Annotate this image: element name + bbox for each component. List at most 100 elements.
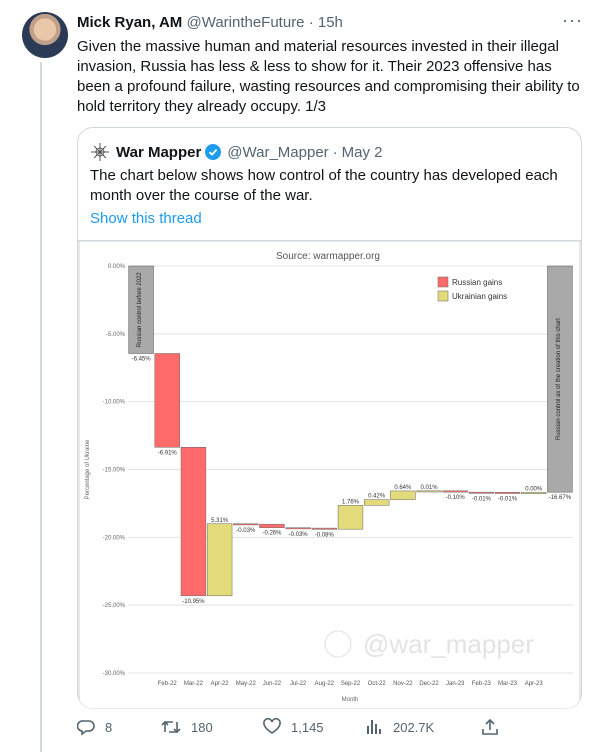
legend-label-russian: Russian gains — [452, 278, 502, 287]
x-tick-label: Dec-22 — [419, 681, 439, 687]
x-tick-label: Jun-22 — [263, 681, 282, 687]
like-count: 1,145 — [291, 719, 324, 735]
bar-Mar-23 — [494, 492, 521, 494]
legend-label-ukrainian: Ukrainian gains — [452, 292, 507, 301]
tweet-actions: 8 180 1,145 202.7K — [77, 718, 582, 746]
bar-value-label: -6.91% — [158, 450, 178, 456]
quoted-tweet[interactable]: War Mapper @War_Mapper · May 2 The chart… — [77, 127, 582, 709]
retweet-button[interactable]: 180 — [161, 718, 213, 736]
bar-Feb-22 — [154, 353, 180, 448]
chart-panel — [78, 241, 581, 709]
y-tick-label: -20.00% — [103, 535, 126, 541]
thread-line — [40, 62, 42, 752]
bar-value-label: 5.31% — [211, 518, 229, 524]
bar-value-label: -0.26% — [262, 531, 282, 537]
bar-Nov-22 — [390, 490, 416, 500]
x-tick-label: Mar-23 — [498, 681, 518, 687]
author-name[interactable]: Mick Ryan, AM — [77, 14, 183, 31]
y-tick-label: -25.00% — [103, 603, 126, 609]
bar-value-label: -0.01% — [472, 496, 492, 502]
bar-Oct-22 — [363, 499, 390, 506]
x-tick-label: Nov-22 — [393, 681, 413, 687]
bar-Jul-22 — [285, 527, 311, 530]
verified-badge-icon — [205, 144, 222, 160]
x-tick-label: Aug-22 — [315, 681, 335, 687]
heart-icon — [263, 718, 281, 734]
bar-value-label: -6.45% — [132, 357, 152, 363]
bar-value-label: -0.01% — [498, 496, 518, 502]
compass-logo-icon — [90, 142, 110, 162]
bar-Dec-22 — [416, 490, 442, 493]
author-handle[interactable]: @WarintheFuture — [186, 14, 305, 31]
chart-title: Source: warmapper.org — [276, 251, 380, 262]
bar-start-label: Russian control before 2022 — [137, 272, 143, 348]
bar-Apr-23 — [521, 492, 547, 494]
quote-text: The chart below shows how control of the… — [90, 167, 558, 204]
bar-Apr-22 — [206, 523, 233, 597]
legend-swatch-ukrainian — [437, 290, 449, 302]
show-thread-link[interactable]: Show this thread — [90, 210, 202, 227]
x-tick-label: Jul-22 — [290, 681, 307, 687]
bar-value-label: -16.67% — [549, 495, 572, 501]
waterfall-chart: Source: warmapper.org 0.00% -5.00% -10.00% -… — [78, 241, 581, 709]
quote-date[interactable]: May 2 — [341, 143, 383, 161]
bar-value-label: -10.95% — [182, 599, 205, 605]
bar-value-label: 0.00% — [525, 486, 543, 492]
y-tick-label: -5.00% — [106, 332, 126, 338]
x-tick-label: Sep-22 — [341, 681, 361, 687]
bar-end — [547, 265, 573, 493]
tweet-text: Given the massive human and material res… — [77, 38, 580, 115]
bar-value-label: 0.42% — [368, 494, 386, 500]
reply-count: 8 — [105, 719, 113, 735]
bar-Sep-22 — [337, 505, 364, 530]
quote-header: War Mapper @War_Mapper · May 2 — [90, 142, 383, 162]
reply-button[interactable]: 8 — [77, 718, 112, 736]
share-button[interactable] — [481, 718, 509, 736]
analytics-icon — [367, 720, 381, 734]
bar-start — [128, 265, 154, 354]
y-tick-label: -30.00% — [103, 671, 126, 677]
bar-Aug-22 — [311, 527, 338, 530]
tweet-header: Mick Ryan, AM @WarintheFuture · 15h — [77, 14, 343, 31]
share-icon — [482, 718, 498, 735]
bar-Mar-22 — [180, 447, 207, 597]
legend-swatch-russian — [437, 276, 449, 288]
quote-author-name[interactable]: War Mapper — [116, 143, 202, 161]
y-axis-label: Percentage of Ukraine — [85, 439, 91, 499]
quote-author-handle[interactable]: @War_Mapper — [227, 143, 329, 161]
like-button[interactable]: 1,145 — [263, 718, 324, 736]
y-tick-label: 0.00% — [108, 264, 126, 270]
bar-Feb-23 — [468, 491, 495, 494]
bar-May-22 — [233, 523, 259, 526]
x-tick-label: Jan-23 — [446, 681, 465, 687]
header-separator: · — [308, 14, 314, 31]
bar-value-label: -0.03% — [236, 528, 256, 534]
bar-value-label: 0.64% — [394, 485, 412, 491]
bar-value-label: -0.03% — [289, 532, 309, 538]
x-tick-label: Feb-23 — [472, 681, 492, 687]
retweet-icon — [161, 720, 181, 734]
author-avatar[interactable] — [22, 12, 68, 58]
x-tick-label: Feb-22 — [158, 681, 178, 687]
bar-value-label: 0.01% — [421, 485, 439, 491]
y-tick-label: -10.00% — [103, 400, 126, 406]
x-tick-label: Apr-23 — [525, 681, 544, 687]
x-tick-label: Apr-22 — [211, 681, 230, 687]
bar-value-label: -0.08% — [315, 532, 335, 538]
x-tick-label: May-22 — [236, 681, 257, 687]
chart-image[interactable]: Source: warmapper.org 0.00% -5.00% -10.00% -… — [78, 240, 581, 709]
view-count: 202.7K — [393, 719, 435, 735]
quote-separator: · — [332, 143, 338, 161]
tweet-time[interactable]: 15h — [317, 14, 343, 31]
bar-value-label: -0.10% — [446, 495, 466, 501]
bar-value-label: 1.76% — [342, 499, 360, 505]
watermark: @war_mapper — [363, 629, 534, 659]
bar-end-label: Russian control as of the creation of th… — [556, 318, 562, 440]
x-tick-label: Mar-22 — [184, 681, 204, 687]
x-tick-label: Oct-22 — [368, 681, 387, 687]
views-button[interactable]: 202.7K — [365, 718, 434, 736]
watermark-compass-icon — [324, 630, 352, 658]
bar-Jun-22 — [259, 523, 285, 528]
reply-icon — [77, 720, 95, 736]
more-icon[interactable]: ··· — [562, 10, 583, 30]
